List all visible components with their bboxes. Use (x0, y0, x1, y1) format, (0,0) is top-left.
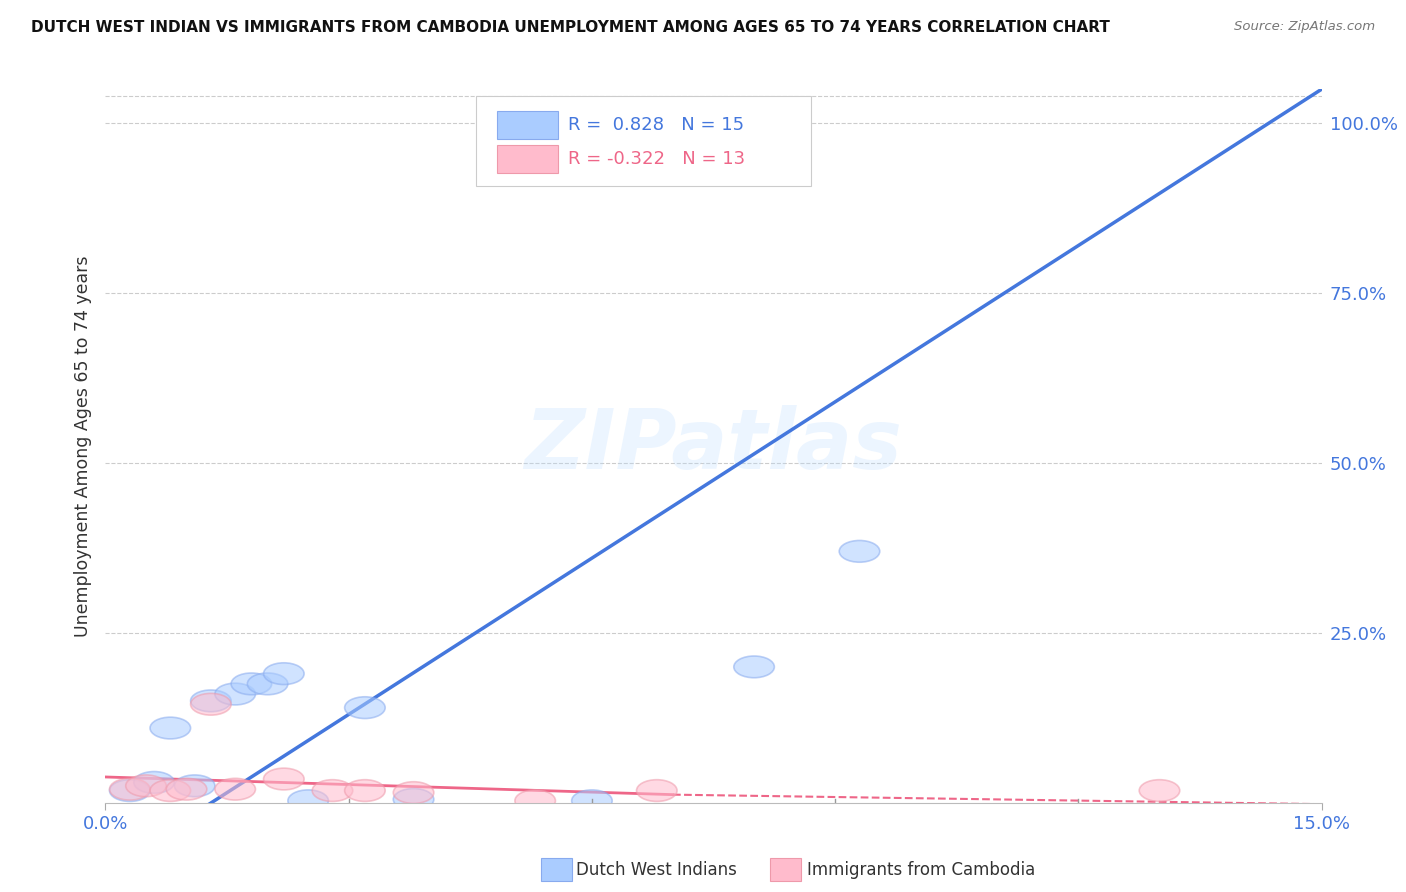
Ellipse shape (637, 780, 678, 801)
Ellipse shape (288, 790, 329, 812)
Ellipse shape (344, 780, 385, 801)
Y-axis label: Unemployment Among Ages 65 to 74 years: Unemployment Among Ages 65 to 74 years (73, 255, 91, 637)
Ellipse shape (247, 673, 288, 695)
Ellipse shape (110, 780, 150, 801)
FancyBboxPatch shape (477, 96, 811, 186)
Ellipse shape (191, 690, 231, 712)
Ellipse shape (572, 790, 612, 812)
Text: R =  0.828   N = 15: R = 0.828 N = 15 (568, 116, 744, 134)
Ellipse shape (394, 789, 434, 810)
Ellipse shape (215, 683, 256, 705)
Text: Dutch West Indians: Dutch West Indians (576, 861, 737, 879)
Ellipse shape (312, 780, 353, 801)
Ellipse shape (166, 779, 207, 800)
Ellipse shape (1139, 780, 1180, 801)
FancyBboxPatch shape (498, 111, 558, 139)
Text: R = -0.322   N = 13: R = -0.322 N = 13 (568, 150, 745, 168)
Ellipse shape (174, 775, 215, 797)
Ellipse shape (839, 541, 880, 562)
Ellipse shape (110, 779, 150, 800)
Ellipse shape (344, 697, 385, 719)
Ellipse shape (394, 781, 434, 804)
Ellipse shape (515, 790, 555, 812)
Ellipse shape (263, 768, 304, 790)
Text: Immigrants from Cambodia: Immigrants from Cambodia (807, 861, 1035, 879)
FancyBboxPatch shape (498, 145, 558, 173)
Ellipse shape (134, 772, 174, 793)
Ellipse shape (150, 780, 191, 801)
Ellipse shape (150, 717, 191, 739)
Ellipse shape (263, 663, 304, 684)
Ellipse shape (125, 775, 166, 797)
Ellipse shape (231, 673, 271, 695)
Ellipse shape (215, 779, 256, 800)
Ellipse shape (191, 693, 231, 715)
Text: DUTCH WEST INDIAN VS IMMIGRANTS FROM CAMBODIA UNEMPLOYMENT AMONG AGES 65 TO 74 Y: DUTCH WEST INDIAN VS IMMIGRANTS FROM CAM… (31, 20, 1109, 35)
Text: Source: ZipAtlas.com: Source: ZipAtlas.com (1234, 20, 1375, 33)
Ellipse shape (734, 656, 775, 678)
Text: ZIPatlas: ZIPatlas (524, 406, 903, 486)
